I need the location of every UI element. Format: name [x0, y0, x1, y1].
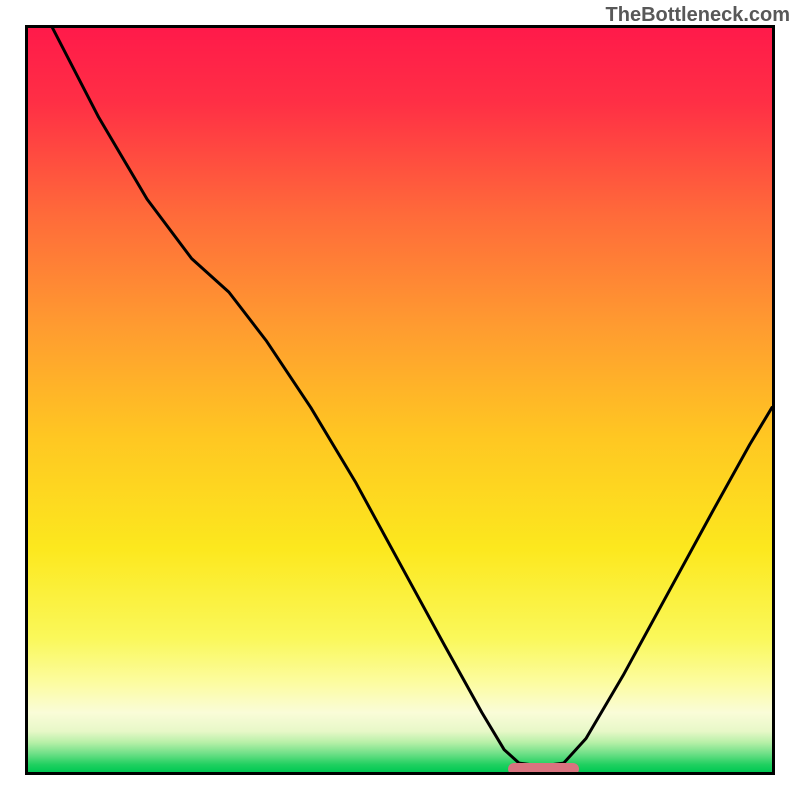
bottleneck-curve — [28, 28, 772, 772]
watermark-text: TheBottleneck.com — [606, 4, 790, 27]
chart-container: TheBottleneck.com — [0, 0, 800, 800]
plot-area — [25, 25, 775, 775]
optimal-range-marker — [508, 763, 579, 775]
